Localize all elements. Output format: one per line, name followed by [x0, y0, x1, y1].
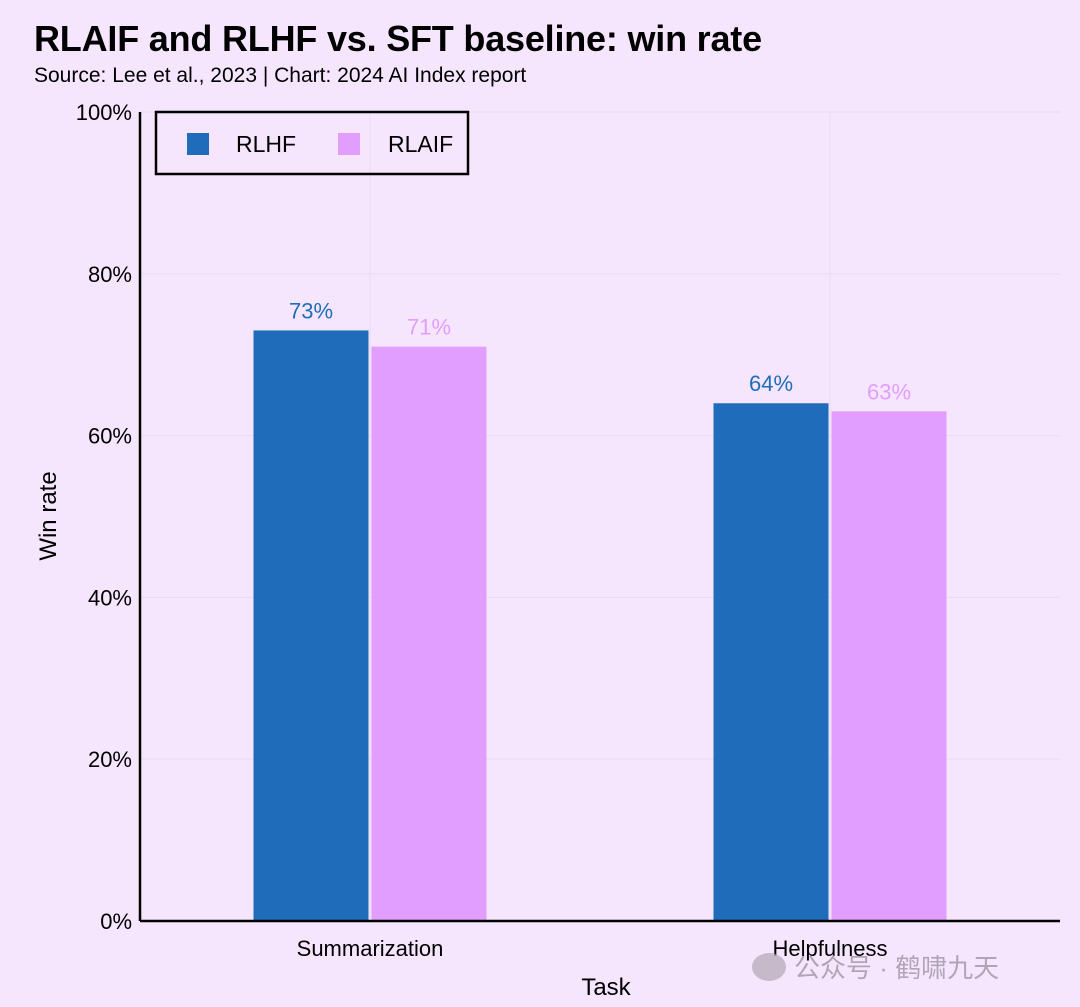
- legend-frame: [154, 110, 470, 176]
- chart-subtitle: Source: Lee et al., 2023 | Chart: 2024 A…: [34, 64, 527, 87]
- legend-swatch-rlaif: [338, 133, 360, 155]
- y-tick-label: 60%: [88, 424, 132, 449]
- legend-label-rlhf: RLHF: [236, 131, 296, 157]
- x-axis-label: Task: [581, 974, 631, 1001]
- legend-swatch-rlhf: [187, 133, 209, 155]
- legend-label-rlaif: RLAIF: [388, 131, 453, 157]
- y-axis-label: Win rate: [35, 471, 62, 560]
- y-tick-label: 0%: [100, 909, 132, 934]
- x-tick-label: Helpfulness: [773, 936, 888, 961]
- data-label: 73%: [289, 298, 333, 323]
- y-tick-label: 20%: [88, 747, 132, 772]
- x-tick-labels: Summarization Helpfulness: [297, 936, 888, 961]
- y-tick-label: 80%: [88, 262, 132, 287]
- y-tick-label: 40%: [88, 585, 132, 610]
- bars: [253, 330, 947, 921]
- chart-title: RLAIF and RLHF vs. SFT baseline: win rat…: [34, 18, 762, 59]
- wechat-icon: [752, 952, 786, 981]
- x-tick-label: Summarization: [297, 936, 444, 961]
- bar-rlhf-summarization: [253, 330, 369, 921]
- bar-rlaif-summarization: [371, 346, 487, 921]
- bar-rlaif-helpfulness: [831, 411, 947, 921]
- y-tick-label: 100%: [76, 100, 132, 125]
- data-label: 64%: [749, 371, 793, 396]
- data-labels: 73% 71% 64% 63%: [289, 298, 911, 404]
- legend: RLHF RLAIF: [154, 110, 470, 176]
- data-label: 71%: [407, 315, 451, 340]
- watermark-text: 公众号 · 鹤啸九天: [794, 953, 1000, 983]
- y-tick-labels: 0% 20% 40% 60% 80% 100%: [76, 100, 132, 934]
- watermark: 公众号 · 鹤啸九天: [752, 948, 999, 985]
- bar-rlhf-helpfulness: [713, 403, 829, 921]
- data-label: 63%: [867, 379, 911, 404]
